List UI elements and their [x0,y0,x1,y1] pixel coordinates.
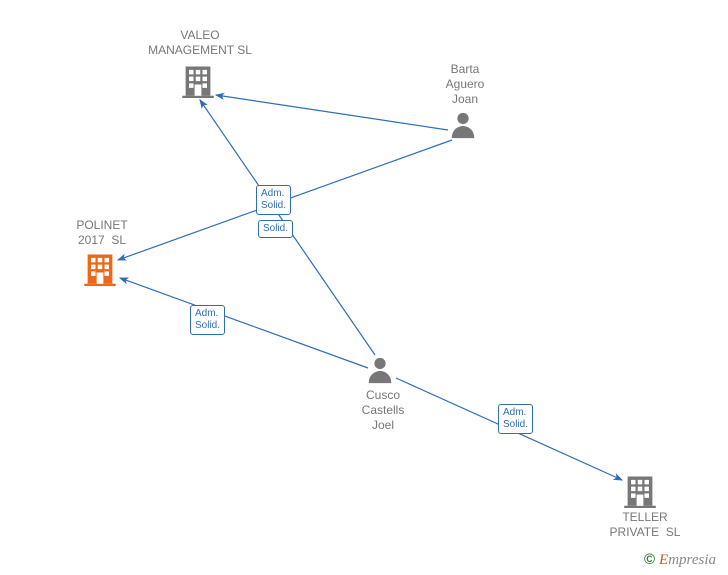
building-icon-polinet[interactable] [82,250,118,291]
copyright-symbol: © [644,551,655,568]
watermark-brand: Empresia [659,552,716,568]
watermark: ©Empresia [644,551,716,569]
edge-label-barta-polinet: Adm. Solid. [256,185,291,215]
edge-barta-valeo [216,95,448,130]
edge-label-cusco-valeo: Solid. [258,220,293,238]
network-diagram: VALEO MANAGEMENT SL POLINET 2017 SL TELL… [0,0,728,575]
person-icon-cusco[interactable] [365,355,395,390]
edge-label-cusco-polinet: Adm. Solid. [190,305,225,335]
node-label-cusco: Cusco Castells Joel [348,388,418,433]
node-label-barta: Barta Aguero Joan [430,62,500,107]
node-label-valeo: VALEO MANAGEMENT SL [135,28,265,58]
node-label-teller: TELLER PRIVATE SL [590,510,700,540]
building-icon-valeo[interactable] [180,62,216,103]
person-icon-barta[interactable] [448,110,478,145]
edge-label-cusco-teller: Adm. Solid. [498,404,533,434]
building-icon-teller[interactable] [622,472,658,513]
node-label-polinet: POLINET 2017 SL [62,218,142,248]
